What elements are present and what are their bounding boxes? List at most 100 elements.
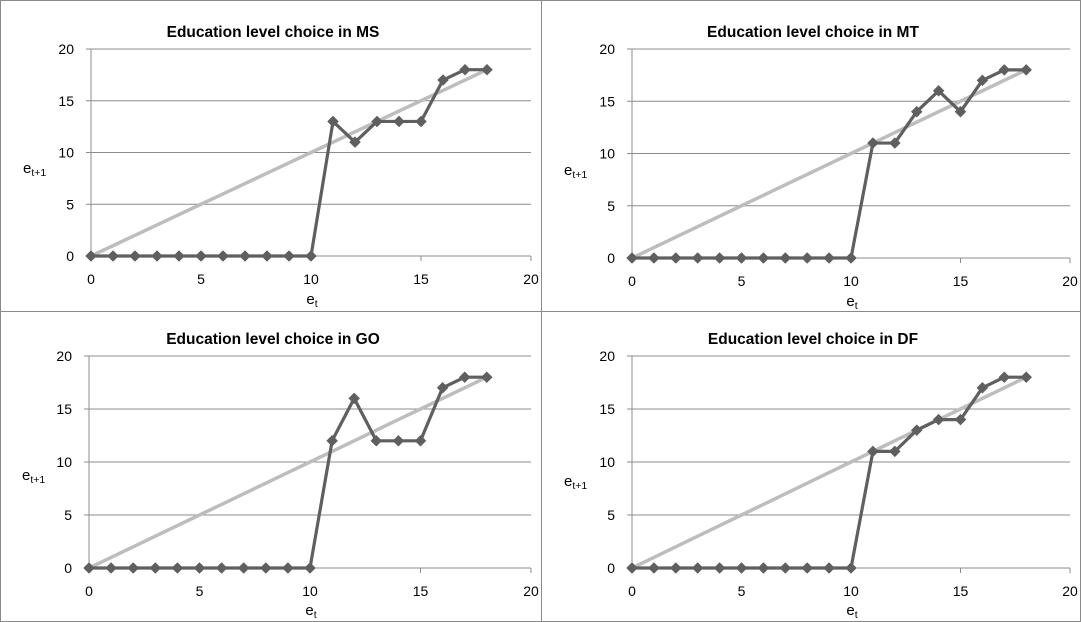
chart-title: Education level choice in MS [167, 24, 380, 41]
data-point [436, 381, 449, 394]
y-tick-label: 15 [599, 93, 615, 109]
data-point [107, 250, 119, 262]
y-tick-label: 15 [599, 401, 615, 417]
chart-panel-df: Education level choice in DF 0 5 10 15 20 0 5 10… [541, 311, 1081, 622]
data-point [735, 252, 748, 264]
x-tick-label: 5 [738, 583, 746, 599]
y-tick-label: 10 [58, 145, 74, 161]
data-point [171, 562, 184, 574]
data-point [691, 562, 704, 574]
data-point [151, 250, 163, 262]
y-axis-label: et+1 [22, 467, 45, 486]
chart-title: Education level choice in MT [707, 24, 919, 41]
data-point [801, 252, 814, 264]
x-tick-label: 15 [413, 583, 429, 599]
data-point [173, 250, 185, 262]
x-tick-label: 20 [523, 271, 539, 287]
data-point [648, 252, 660, 264]
data-point [480, 371, 493, 384]
data-point [127, 562, 140, 574]
data-point [713, 252, 726, 264]
x-tick-label: 0 [628, 273, 636, 289]
y-axis-label: et+1 [564, 162, 587, 181]
y-axis-label: et+1 [23, 160, 46, 179]
x-axis-label: et [846, 602, 857, 621]
data-point [932, 413, 945, 426]
data-point [867, 137, 879, 149]
reference-line [90, 68, 488, 258]
y-tick-label: 5 [64, 507, 72, 523]
data-point [327, 115, 339, 128]
data-point [392, 434, 405, 447]
data-point [976, 74, 989, 87]
data-point [998, 371, 1011, 384]
chart-mt: Education level choice in MT 0 5 10 15 20 0 5 10… [564, 24, 1078, 312]
chart-panel-mt: Education level choice in MT 0 5 10 15 20 0 5 10… [541, 0, 1081, 312]
data-point [261, 250, 273, 262]
data-point [757, 252, 770, 264]
x-tick-label: 15 [953, 273, 969, 289]
x-axis-label: et [305, 602, 316, 621]
data-point [349, 136, 361, 149]
x-tick-label: 0 [85, 583, 93, 599]
data-point [259, 562, 272, 574]
data-point [823, 252, 835, 264]
data-point [459, 63, 471, 76]
data-point [845, 562, 857, 574]
data-point [458, 371, 471, 384]
x-tick-label: 0 [87, 271, 95, 287]
x-tick-label: 10 [843, 583, 859, 599]
data-point [1020, 371, 1033, 384]
chart-ms: Education level choice in MS 0 5 10 15 20 0 5 10… [23, 24, 539, 310]
x-tick-label: 20 [1062, 583, 1078, 599]
data-point [954, 105, 967, 118]
y-tick-label: 10 [599, 146, 615, 162]
data-point [283, 250, 295, 262]
data-point [626, 252, 638, 264]
x-tick-label: 20 [1062, 273, 1078, 289]
y-tick-label: 0 [607, 560, 615, 576]
data-point [371, 115, 383, 128]
data-point [370, 434, 383, 447]
data-point [282, 562, 294, 574]
data-point [393, 115, 405, 128]
y-tick-label: 10 [599, 454, 615, 470]
x-tick-label: 5 [196, 583, 204, 599]
y-tick-label: 5 [607, 198, 615, 214]
data-point [976, 381, 989, 394]
y-tick-label: 0 [607, 250, 615, 266]
data-point [910, 424, 923, 437]
data-point [83, 562, 95, 574]
data-point [149, 562, 162, 574]
y-tick-label: 0 [66, 248, 74, 264]
data-point [779, 252, 792, 264]
data-point [105, 562, 117, 574]
data-point [757, 562, 770, 574]
data-point [932, 84, 945, 97]
data-point [348, 392, 361, 405]
data-point [217, 250, 229, 262]
data-point [998, 64, 1011, 76]
data-point [326, 434, 338, 447]
data-point [304, 562, 316, 574]
chart-panel-ms: Education level choice in MS 0 5 10 15 20 0 5 10… [0, 0, 542, 312]
x-tick-label: 20 [523, 583, 539, 599]
y-tick-label: 10 [56, 454, 72, 470]
x-tick-label: 10 [843, 273, 859, 289]
data-point [239, 250, 251, 262]
data-point [305, 250, 317, 262]
data-point [437, 74, 449, 86]
y-tick-label: 20 [599, 348, 615, 364]
data-point [669, 252, 682, 264]
data-point [85, 250, 97, 262]
x-tick-label: 10 [303, 271, 319, 287]
x-tick-label: 5 [738, 273, 746, 289]
y-tick-label: 15 [58, 93, 74, 109]
data-point [954, 413, 967, 426]
chart-title: Education level choice in GO [166, 331, 380, 348]
data-point [910, 105, 923, 118]
y-tick-label: 20 [58, 41, 74, 57]
reference-line [88, 375, 488, 570]
chart-go: Education level choice in GO 0 5 10 15 20 0 5 10… [22, 331, 539, 621]
x-axis-label: et [846, 293, 857, 312]
